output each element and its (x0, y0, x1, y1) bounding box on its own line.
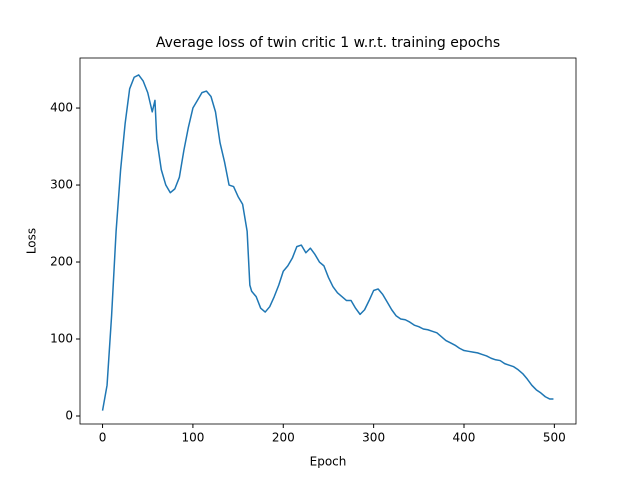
line-series (101, 74, 554, 411)
x-tick-label: 500 (543, 431, 566, 445)
y-tick-label: 100 (50, 332, 73, 346)
x-tick-label: 100 (181, 431, 204, 445)
plot-frame (79, 57, 577, 425)
x-axis-label: Epoch (310, 455, 347, 469)
x-tick-label: 0 (99, 431, 107, 445)
x-tick-label: 400 (453, 431, 476, 445)
y-tick-label: 200 (50, 255, 73, 269)
y-tick-label: 400 (50, 101, 73, 115)
y-tick-label: 0 (65, 408, 73, 422)
x-tick-label: 300 (362, 431, 385, 445)
y-axis-label: Loss (25, 228, 39, 254)
x-tick-label: 200 (272, 431, 295, 445)
y-tick-label: 300 (50, 178, 73, 192)
chart-title: Average loss of twin critic 1 w.r.t. tra… (156, 35, 500, 51)
